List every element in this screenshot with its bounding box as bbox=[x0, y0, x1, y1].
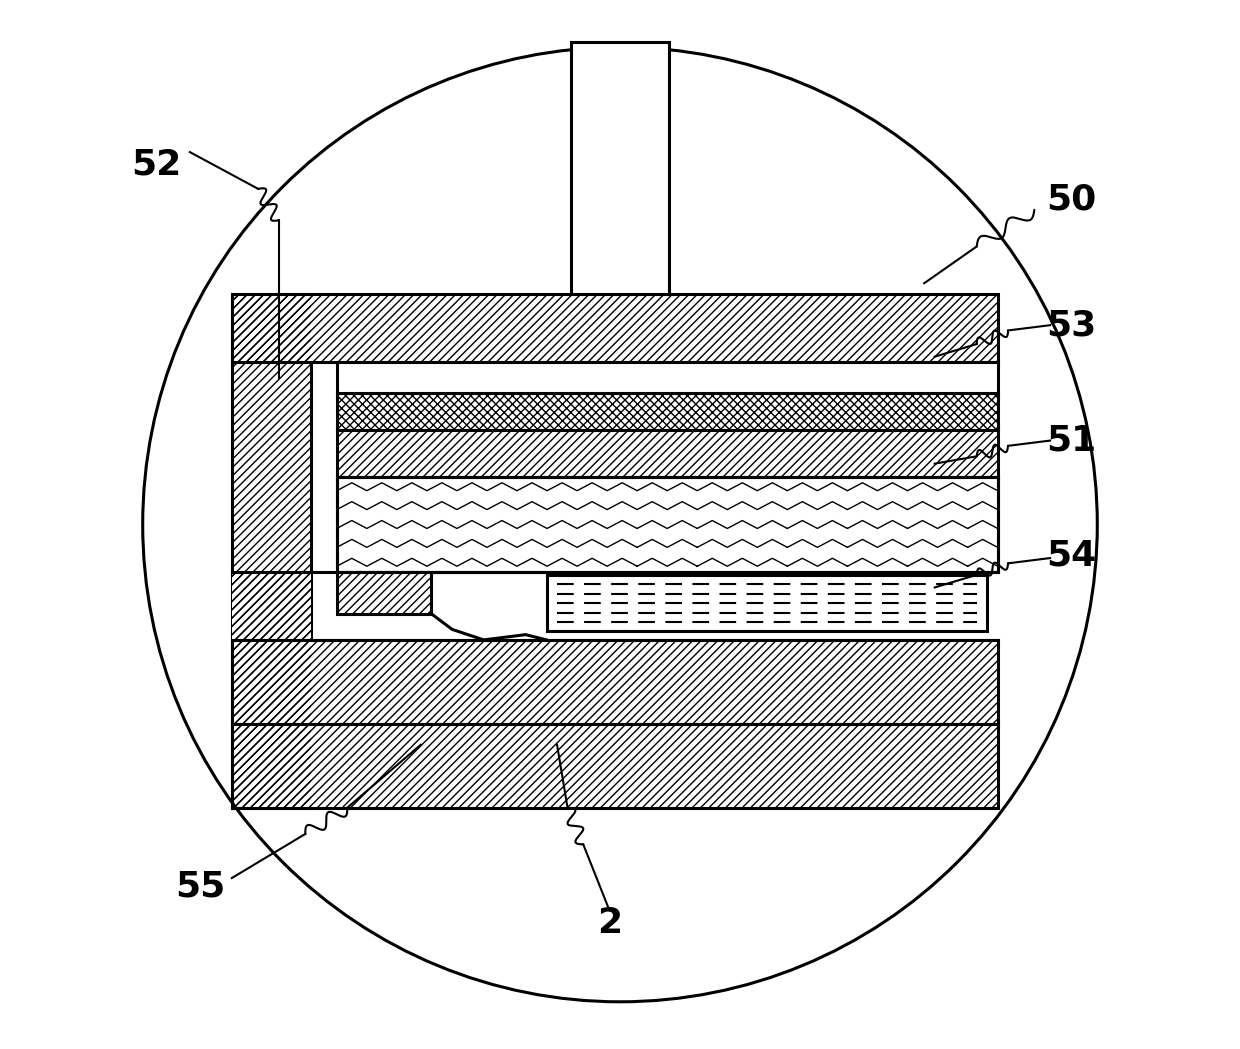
Bar bbox=[337, 477, 998, 572]
Bar bbox=[337, 362, 998, 393]
Bar bbox=[570, 42, 670, 294]
Bar bbox=[232, 640, 998, 724]
Bar bbox=[337, 477, 998, 572]
Bar bbox=[232, 294, 998, 362]
Bar bbox=[337, 430, 998, 477]
Text: 52: 52 bbox=[131, 148, 181, 181]
Bar bbox=[232, 294, 310, 808]
Text: 53: 53 bbox=[1047, 308, 1096, 342]
Bar bbox=[232, 572, 310, 640]
Text: 54: 54 bbox=[1047, 539, 1096, 573]
Bar bbox=[547, 575, 987, 631]
Bar bbox=[232, 724, 998, 808]
Text: 50: 50 bbox=[1047, 183, 1096, 216]
Bar bbox=[232, 294, 998, 362]
Text: 55: 55 bbox=[175, 870, 226, 903]
Bar bbox=[232, 572, 310, 640]
Bar bbox=[337, 430, 998, 477]
Text: 2: 2 bbox=[596, 906, 622, 940]
Polygon shape bbox=[337, 572, 432, 614]
Text: 51: 51 bbox=[1047, 424, 1096, 457]
Bar bbox=[232, 294, 310, 808]
Bar bbox=[232, 724, 998, 808]
Bar bbox=[337, 393, 998, 430]
Bar bbox=[232, 640, 998, 724]
Bar bbox=[337, 393, 998, 430]
